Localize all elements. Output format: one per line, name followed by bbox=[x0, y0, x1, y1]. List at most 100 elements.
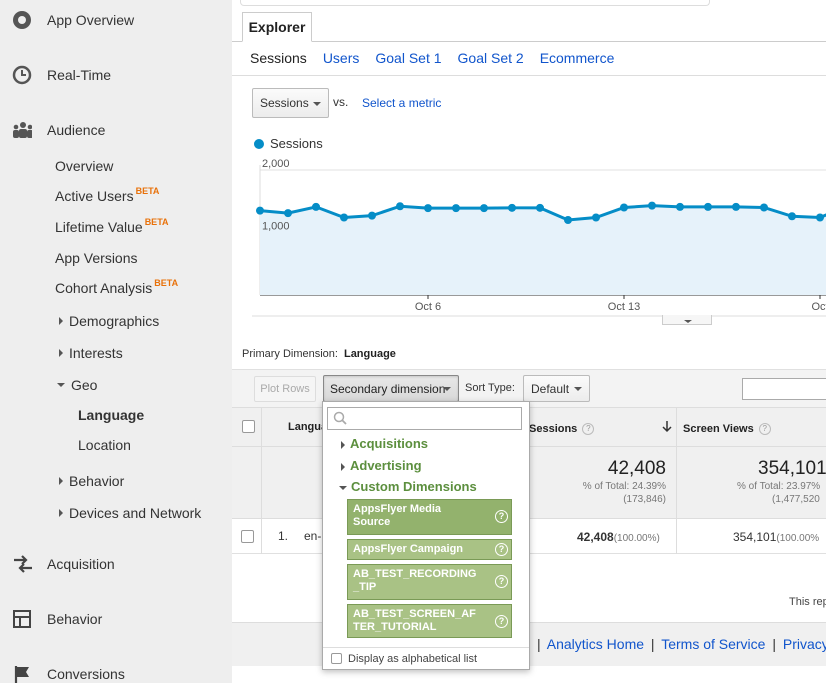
dimension-appsflyer-media-source[interactable]: AppsFlyer Media Source ? bbox=[347, 499, 512, 535]
category-custom-dimensions[interactable]: Custom Dimensions bbox=[339, 479, 477, 494]
sidebar-item-lifetime-value[interactable]: Lifetime Value BETA bbox=[55, 217, 169, 235]
sidebar-item-location[interactable]: Location bbox=[78, 437, 131, 453]
screen-views-total-of: (1,477,520 bbox=[772, 494, 820, 505]
row-screen-views: 354,101(100.00% bbox=[733, 530, 819, 544]
metric-select-value: Sessions bbox=[260, 96, 309, 110]
expand-arrow-icon bbox=[59, 349, 63, 358]
table-search-input[interactable] bbox=[742, 378, 826, 400]
data-point bbox=[676, 202, 684, 211]
secondary-dimension-label: Secondary dimension bbox=[330, 381, 446, 396]
sessions-total: 42,408 bbox=[607, 458, 666, 479]
demographics-label: Demographics bbox=[69, 313, 160, 329]
tabs-divider bbox=[232, 41, 826, 42]
nav-acquisition[interactable]: Acquisition bbox=[0, 549, 232, 579]
help-icon[interactable]: ? bbox=[758, 423, 771, 436]
subtab-sessions[interactable]: Sessions bbox=[250, 50, 307, 66]
data-point bbox=[508, 203, 516, 212]
subtab-users[interactable]: Users bbox=[322, 50, 360, 66]
behavior-sub-label: Behavior bbox=[69, 473, 125, 489]
search-icon bbox=[333, 411, 347, 425]
select-metric-link[interactable]: Select a metric bbox=[362, 96, 442, 110]
help-icon[interactable]: ? bbox=[582, 423, 595, 436]
beta-badge: BETA bbox=[154, 278, 179, 288]
nav-real-time[interactable]: Real-Time bbox=[0, 60, 232, 90]
subtab-goal-set-2[interactable]: Goal Set 2 bbox=[457, 50, 524, 66]
dimension-ab-test-recording-tip[interactable]: AB_TEST_RECORDING _TIP ? bbox=[347, 564, 512, 600]
subtab-goal-set-1[interactable]: Goal Set 1 bbox=[375, 50, 442, 66]
subtab-ecommerce[interactable]: Ecommerce bbox=[539, 50, 615, 66]
metric-select[interactable]: Sessions bbox=[252, 88, 329, 118]
beta-badge: BETA bbox=[135, 186, 160, 196]
nav-real-time-label: Real-Time bbox=[47, 67, 112, 83]
primary-dimension-label: Primary Dimension: bbox=[242, 348, 338, 360]
acquisition-icon bbox=[12, 554, 32, 574]
sidebar-item-devices-network[interactable]: Devices and Network bbox=[59, 505, 201, 521]
column-language[interactable]: Langua bbox=[288, 421, 328, 433]
row-language[interactable]: en- bbox=[304, 529, 322, 543]
x-tick-label: Oct bbox=[811, 301, 826, 313]
help-icon[interactable]: ? bbox=[495, 615, 508, 628]
sidebar-item-cohort-analysis[interactable]: Cohort Analysis BETA bbox=[55, 278, 179, 296]
analytics-home-link[interactable]: Analytics Home bbox=[546, 636, 645, 652]
data-point bbox=[788, 212, 796, 221]
behavior-icon bbox=[12, 609, 32, 629]
plot-rows-button[interactable]: Plot Rows bbox=[254, 376, 316, 402]
sessions-chart: 2,000 1,000 Oct 6 Oct 13 Oct bbox=[252, 158, 826, 317]
sidebar-item-overview[interactable]: Overview bbox=[55, 158, 114, 174]
nav-audience[interactable]: Audience bbox=[0, 115, 232, 145]
help-icon[interactable]: ? bbox=[495, 575, 508, 588]
tab-explorer[interactable]: Explorer bbox=[242, 12, 312, 42]
row-checkbox[interactable] bbox=[241, 530, 254, 543]
alphabetical-toggle[interactable]: Display as alphabetical list bbox=[323, 647, 529, 669]
sort-type-select[interactable]: Default bbox=[523, 375, 590, 402]
category-acquisitions[interactable]: Acquisitions bbox=[341, 436, 428, 451]
chart-collapse-tab[interactable] bbox=[662, 315, 712, 325]
secondary-dimension-button[interactable]: Secondary dimension bbox=[323, 375, 459, 402]
data-point bbox=[424, 204, 432, 213]
sidebar-item-demographics[interactable]: Demographics bbox=[59, 313, 159, 329]
sidebar-item-app-versions[interactable]: App Versions bbox=[55, 250, 138, 266]
help-icon[interactable]: ? bbox=[495, 510, 508, 523]
sidebar-item-interests[interactable]: Interests bbox=[59, 345, 123, 361]
nav-app-overview[interactable]: App Overview bbox=[0, 5, 232, 35]
terms-of-service-link[interactable]: Terms of Service bbox=[661, 636, 766, 652]
privacy-policy-link[interactable]: Privacy Polic bbox=[782, 636, 826, 652]
divider bbox=[261, 408, 262, 448]
data-point bbox=[452, 204, 460, 213]
select-all-checkbox[interactable] bbox=[242, 420, 255, 433]
sidebar-item-language[interactable]: Language bbox=[78, 407, 145, 423]
dimension-search-input[interactable] bbox=[327, 407, 522, 430]
data-point bbox=[760, 203, 768, 212]
cohort-analysis-label: Cohort Analysis bbox=[55, 280, 153, 296]
dimension-label-line: _TIP bbox=[353, 581, 377, 593]
nav-conversions[interactable]: Conversions bbox=[0, 659, 232, 683]
primary-dimension: Primary Dimension: Language bbox=[242, 348, 396, 360]
sidebar-item-geo[interactable]: Geo bbox=[57, 377, 97, 393]
vs-label: vs. bbox=[333, 95, 349, 109]
data-point bbox=[312, 202, 320, 211]
footer-separator: | bbox=[650, 636, 655, 652]
sidebar-item-behavior-sub[interactable]: Behavior bbox=[59, 473, 124, 489]
dimension-appsflyer-campaign[interactable]: AppsFlyer Campaign ? bbox=[347, 539, 512, 560]
column-sessions[interactable]: Sessions? bbox=[529, 423, 595, 436]
category-custom-dimensions-label: Custom Dimensions bbox=[351, 479, 477, 494]
geo-label: Geo bbox=[71, 377, 98, 393]
nav-app-overview-label: App Overview bbox=[47, 12, 135, 28]
divider bbox=[676, 519, 677, 554]
help-icon[interactable]: ? bbox=[495, 543, 508, 556]
row-views-value: 354,101 bbox=[733, 530, 777, 544]
column-screen-views[interactable]: Screen Views? bbox=[683, 423, 771, 436]
secondary-dimension-dropdown: Acquisitions Advertising Custom Dimensio… bbox=[322, 401, 530, 670]
row-index: 1. bbox=[278, 529, 289, 543]
expand-arrow-icon bbox=[341, 462, 345, 471]
primary-dimension-value[interactable]: Language bbox=[343, 348, 396, 360]
sort-descending-icon[interactable] bbox=[662, 421, 672, 433]
sidebar-item-active-users[interactable]: Active Users BETA bbox=[55, 186, 160, 204]
alphabetical-checkbox[interactable] bbox=[331, 653, 342, 664]
nav-behavior[interactable]: Behavior bbox=[0, 604, 232, 634]
data-point bbox=[368, 211, 376, 220]
x-tick-label: Oct 6 bbox=[415, 301, 441, 313]
category-advertising[interactable]: Advertising bbox=[341, 458, 422, 473]
dimension-ab-test-screen-after-tutorial[interactable]: AB_TEST_SCREEN_AF TER_TUTORIAL ? bbox=[347, 604, 512, 638]
screen-views-total: 354,101 bbox=[758, 458, 826, 479]
